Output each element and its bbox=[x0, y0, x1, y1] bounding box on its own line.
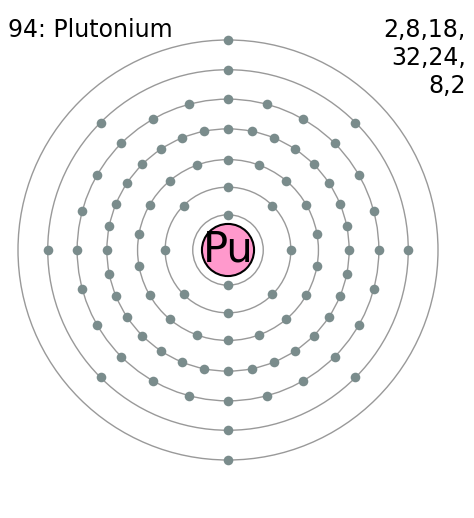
Point bbox=[343, 269, 351, 278]
Point bbox=[283, 177, 290, 185]
Point bbox=[135, 230, 143, 238]
Point bbox=[112, 199, 120, 208]
Point bbox=[292, 347, 299, 355]
Point bbox=[224, 336, 232, 344]
Point bbox=[193, 161, 201, 169]
Point bbox=[269, 290, 276, 298]
Point bbox=[149, 115, 156, 123]
Point bbox=[124, 313, 131, 322]
Point bbox=[73, 246, 81, 254]
Point bbox=[201, 365, 208, 373]
Point bbox=[185, 100, 193, 108]
Point bbox=[224, 309, 232, 317]
Point bbox=[283, 315, 290, 323]
Point bbox=[224, 36, 232, 44]
Point bbox=[313, 262, 321, 270]
Point bbox=[185, 392, 193, 400]
Point bbox=[146, 291, 154, 299]
Point bbox=[263, 392, 271, 400]
Point bbox=[352, 119, 359, 127]
Point bbox=[93, 170, 101, 179]
Point bbox=[180, 202, 187, 210]
Point bbox=[118, 139, 125, 148]
Point bbox=[103, 246, 111, 254]
Point bbox=[300, 115, 307, 123]
Point bbox=[310, 332, 318, 340]
Point bbox=[79, 207, 86, 215]
Point bbox=[263, 100, 271, 108]
Point bbox=[224, 367, 232, 375]
Point bbox=[271, 134, 278, 142]
Point bbox=[313, 230, 321, 238]
Point bbox=[325, 313, 332, 322]
Point bbox=[255, 161, 263, 169]
Point bbox=[157, 145, 164, 153]
Point bbox=[180, 290, 187, 298]
Point bbox=[112, 292, 120, 300]
Text: 2,8,18,
32,24,
8,2: 2,8,18, 32,24, 8,2 bbox=[384, 18, 466, 97]
Point bbox=[370, 207, 377, 215]
Point bbox=[93, 321, 101, 329]
Point bbox=[157, 347, 164, 355]
Point bbox=[269, 202, 276, 210]
Point bbox=[97, 373, 104, 382]
Point bbox=[124, 179, 131, 187]
Point bbox=[224, 155, 232, 164]
Text: Pu: Pu bbox=[202, 229, 254, 271]
Point bbox=[178, 134, 185, 142]
Point bbox=[300, 377, 307, 385]
Point bbox=[166, 315, 173, 323]
Point bbox=[224, 125, 232, 133]
Point bbox=[105, 269, 113, 278]
Point bbox=[302, 200, 310, 209]
Point bbox=[248, 365, 255, 373]
Point bbox=[105, 222, 113, 231]
Point bbox=[138, 332, 146, 340]
Point bbox=[138, 160, 146, 168]
Point bbox=[336, 292, 344, 300]
Point bbox=[118, 353, 125, 361]
Point bbox=[255, 331, 263, 339]
Point bbox=[79, 285, 86, 293]
Point bbox=[97, 119, 104, 127]
Point bbox=[404, 246, 412, 254]
Point bbox=[224, 456, 232, 464]
Point bbox=[302, 291, 310, 299]
Point bbox=[161, 246, 169, 254]
Point bbox=[201, 127, 208, 135]
Point bbox=[146, 200, 154, 209]
Point bbox=[224, 95, 232, 103]
Point bbox=[355, 170, 363, 179]
Point bbox=[345, 246, 353, 254]
Point bbox=[224, 397, 232, 405]
Text: 94: Plutonium: 94: Plutonium bbox=[8, 18, 173, 42]
Point bbox=[166, 177, 173, 185]
Point bbox=[331, 139, 338, 148]
Point bbox=[271, 358, 278, 366]
Circle shape bbox=[202, 224, 254, 276]
Point bbox=[343, 222, 351, 231]
Point bbox=[224, 281, 232, 290]
Point bbox=[355, 321, 363, 329]
Point bbox=[248, 127, 255, 135]
Point bbox=[224, 66, 232, 74]
Point bbox=[331, 353, 338, 361]
Point bbox=[336, 199, 344, 208]
Point bbox=[310, 160, 318, 168]
Point bbox=[178, 358, 185, 366]
Point bbox=[352, 373, 359, 382]
Point bbox=[149, 377, 156, 385]
Point bbox=[375, 246, 383, 254]
Point bbox=[325, 179, 332, 187]
Point bbox=[224, 183, 232, 191]
Point bbox=[135, 262, 143, 270]
Point bbox=[44, 246, 52, 254]
Point bbox=[193, 331, 201, 339]
Point bbox=[224, 426, 232, 435]
Point bbox=[287, 246, 295, 254]
Point bbox=[370, 285, 377, 293]
Point bbox=[224, 211, 232, 219]
Point bbox=[292, 145, 299, 153]
